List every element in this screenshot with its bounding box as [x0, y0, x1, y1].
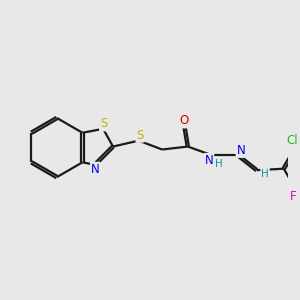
Text: N: N: [205, 154, 213, 167]
Text: S: S: [100, 117, 107, 130]
Text: N: N: [91, 163, 100, 176]
Text: Cl: Cl: [286, 134, 298, 147]
Text: O: O: [180, 115, 189, 128]
Text: H: H: [261, 169, 269, 178]
Text: H: H: [215, 159, 223, 169]
Text: S: S: [136, 129, 144, 142]
Text: N: N: [237, 144, 245, 157]
Text: F: F: [290, 190, 296, 203]
